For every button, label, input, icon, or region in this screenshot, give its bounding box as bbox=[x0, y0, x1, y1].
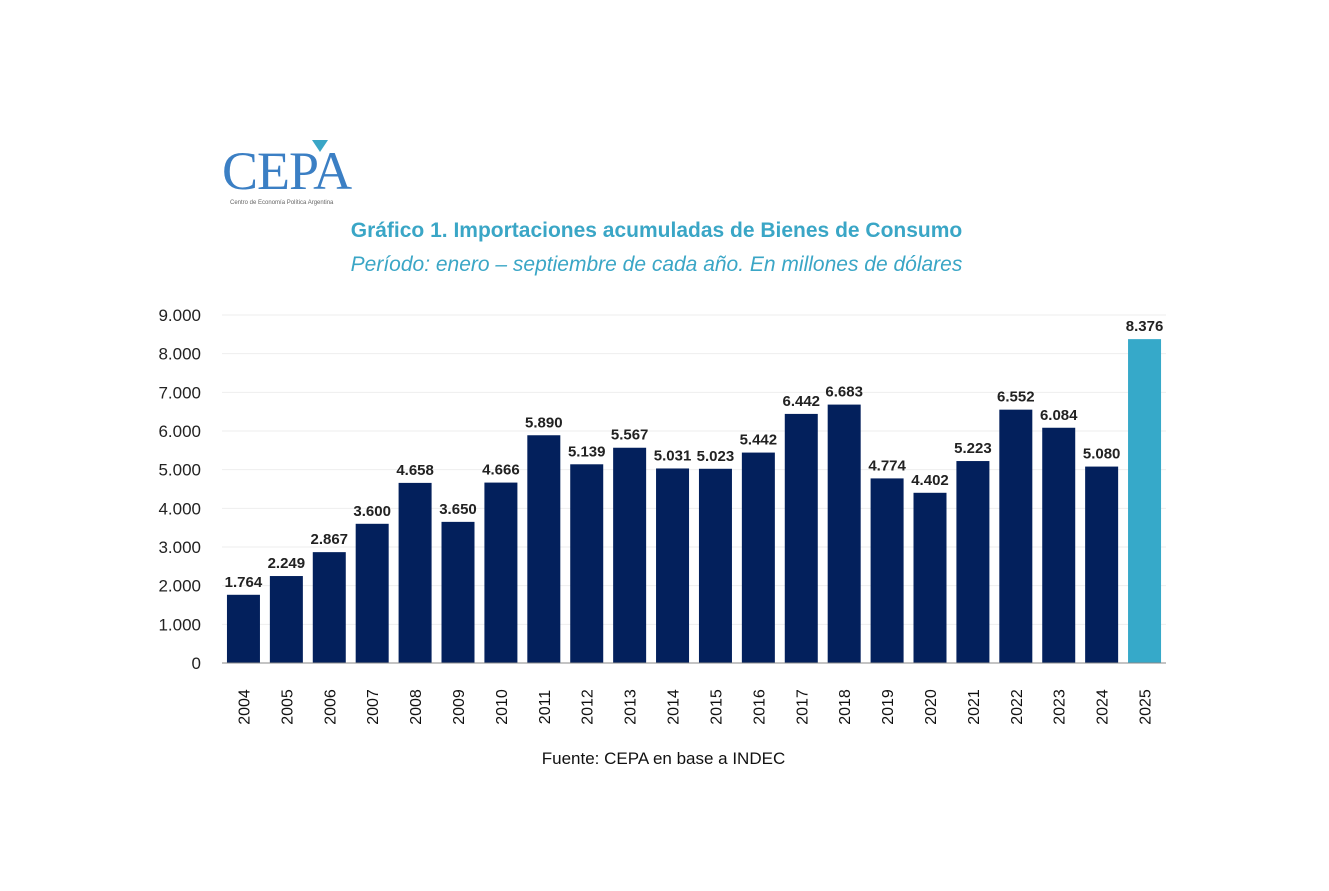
x-tick-label: 2005 bbox=[279, 689, 296, 725]
x-tick-label: 2009 bbox=[451, 689, 468, 725]
bar-2006 bbox=[312, 552, 346, 663]
chart-title: Gráfico 1. Importaciones acumuladas de B… bbox=[350, 219, 963, 242]
bar-2021 bbox=[956, 461, 990, 663]
data-label-2009: 3.650 bbox=[439, 501, 477, 518]
logo-subtext: Centro de Economía Política Argentina bbox=[230, 200, 334, 206]
data-label-2014: 5.031 bbox=[654, 447, 692, 464]
y-tick-label: 6.000 bbox=[158, 422, 201, 441]
bar-2016 bbox=[741, 452, 775, 663]
x-tick-label: 2013 bbox=[623, 689, 640, 725]
data-label-2016: 5.442 bbox=[740, 432, 778, 449]
data-label-2007: 3.600 bbox=[353, 503, 391, 520]
bar-2024 bbox=[1085, 466, 1119, 663]
data-label-2023: 6.084 bbox=[1040, 407, 1078, 424]
bar-2008 bbox=[398, 482, 432, 663]
bar-2023 bbox=[1042, 427, 1076, 663]
bar-2011 bbox=[527, 435, 561, 663]
x-tick-label: 2023 bbox=[1052, 689, 1069, 725]
bar-2020 bbox=[913, 492, 947, 663]
x-tick-label: 2010 bbox=[494, 689, 511, 725]
data-label-2025: 8.376 bbox=[1126, 318, 1164, 335]
data-label-2022: 6.552 bbox=[997, 389, 1035, 406]
y-tick-label: 9.000 bbox=[158, 306, 201, 325]
x-tick-label: 2019 bbox=[880, 689, 897, 725]
source-note: Fuente: CEPA en base a INDEC bbox=[541, 749, 786, 768]
data-label-2010: 4.666 bbox=[482, 462, 520, 479]
data-label-2011: 5.890 bbox=[525, 414, 563, 431]
data-label-2020: 4.402 bbox=[911, 472, 949, 489]
x-tick-label: 2015 bbox=[708, 689, 725, 725]
bar-2014 bbox=[656, 468, 690, 663]
x-tick-label: 2006 bbox=[322, 689, 339, 725]
x-tick-label: 2020 bbox=[923, 689, 940, 725]
x-tick-label: 2012 bbox=[580, 689, 597, 725]
data-label-2019: 4.774 bbox=[868, 457, 906, 474]
y-tick-label: 5.000 bbox=[158, 461, 201, 480]
x-tick-label: 2014 bbox=[666, 689, 683, 725]
bar-2017 bbox=[784, 413, 818, 663]
data-label-2021: 5.223 bbox=[954, 440, 992, 457]
bar-2025 bbox=[1128, 339, 1162, 663]
bar-2013 bbox=[613, 447, 647, 663]
bar-2004 bbox=[226, 594, 260, 663]
bar-2018 bbox=[827, 404, 861, 663]
bar-2012 bbox=[570, 464, 604, 663]
x-tick-label: 2004 bbox=[236, 689, 253, 725]
data-label-2008: 4.658 bbox=[396, 462, 434, 479]
x-tick-label: 2016 bbox=[751, 689, 768, 725]
y-tick-label: 1.000 bbox=[158, 615, 201, 634]
bar-2010 bbox=[484, 482, 518, 663]
bar-2005 bbox=[269, 576, 303, 663]
logo-text: CEPA bbox=[222, 141, 352, 201]
bar-2015 bbox=[698, 468, 732, 663]
data-label-2005: 2.249 bbox=[268, 555, 306, 572]
x-tick-label: 2007 bbox=[365, 689, 382, 725]
x-tick-label: 2017 bbox=[794, 689, 811, 725]
y-tick-label: 0 bbox=[192, 654, 201, 673]
x-tick-label: 2025 bbox=[1138, 689, 1155, 725]
data-label-2012: 5.139 bbox=[568, 443, 606, 460]
data-label-2015: 5.023 bbox=[697, 448, 735, 465]
data-label-2006: 2.867 bbox=[310, 531, 348, 548]
chart-subtitle: Período: enero – septiembre de cada año.… bbox=[350, 253, 963, 276]
x-tick-label: 2018 bbox=[837, 689, 854, 725]
data-label-2024: 5.080 bbox=[1083, 446, 1121, 463]
y-tick-label: 8.000 bbox=[158, 345, 201, 364]
x-tick-label: 2022 bbox=[1009, 689, 1026, 725]
y-tick-label: 3.000 bbox=[158, 538, 201, 557]
cepa-logo: CEPA Centro de Economía Política Argenti… bbox=[220, 138, 360, 213]
x-tick-label: 2024 bbox=[1095, 689, 1112, 725]
x-tick-label: 2021 bbox=[966, 689, 983, 725]
y-tick-label: 7.000 bbox=[158, 383, 201, 402]
x-tick-label: 2011 bbox=[537, 690, 554, 725]
bar-2007 bbox=[355, 523, 389, 663]
data-label-2018: 6.683 bbox=[825, 384, 863, 401]
logo-gem-icon bbox=[312, 140, 328, 152]
bar-2022 bbox=[999, 409, 1033, 663]
data-label-2004: 1.764 bbox=[225, 574, 263, 591]
bar-2009 bbox=[441, 521, 475, 663]
y-tick-label: 4.000 bbox=[158, 499, 201, 518]
data-label-2013: 5.567 bbox=[611, 427, 649, 444]
x-tick-label: 2008 bbox=[408, 689, 425, 725]
bar-2019 bbox=[870, 478, 904, 663]
data-label-2017: 6.442 bbox=[782, 393, 820, 410]
y-tick-label: 2.000 bbox=[158, 577, 201, 596]
